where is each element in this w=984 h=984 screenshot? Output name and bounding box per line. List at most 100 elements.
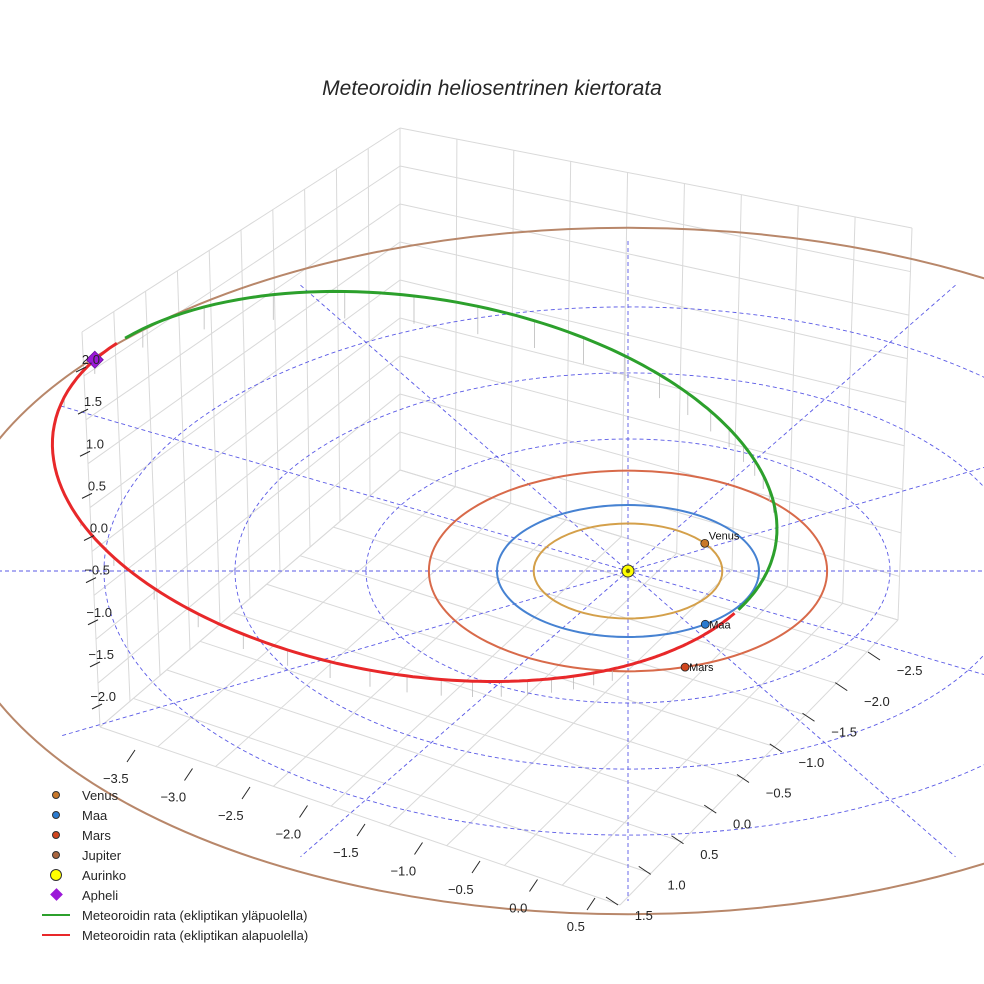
grid-line xyxy=(366,498,868,653)
legend-symbol xyxy=(38,825,74,845)
legend-symbol xyxy=(38,845,74,865)
grid-line xyxy=(91,317,401,552)
grid-line xyxy=(304,189,311,548)
legend-symbol xyxy=(38,785,74,805)
legend-marker xyxy=(52,851,60,859)
y-axis-tick xyxy=(638,865,652,875)
z-axis-tick-label: 1.0 xyxy=(86,436,104,451)
z-axis-tick xyxy=(91,703,103,710)
y-axis-tick-label: −2.0 xyxy=(864,694,890,709)
grid-line xyxy=(240,229,251,599)
grid-line xyxy=(89,279,401,508)
legend-item: Apheli xyxy=(38,885,358,905)
y-axis-tick xyxy=(605,896,619,906)
planet-maa xyxy=(700,619,710,629)
x-axis-tick xyxy=(356,823,366,837)
grid-line xyxy=(510,150,515,504)
z-axis-tick-label: −1.5 xyxy=(88,647,114,662)
y-axis-tick xyxy=(802,712,815,722)
y-axis-tick xyxy=(769,743,783,753)
grid-line xyxy=(176,270,191,650)
grid-line xyxy=(388,552,678,827)
planet-mars xyxy=(680,662,690,672)
legend-marker xyxy=(42,914,70,916)
grid-line xyxy=(335,168,341,522)
z-axis-tick xyxy=(77,408,89,415)
legend-label: Meteoroidin rata (ekliptikan yläpuolella… xyxy=(82,907,308,923)
legend-item: Meteoroidin rata (ekliptikan alapuolella… xyxy=(38,925,358,945)
grid-line xyxy=(93,355,401,596)
y-axis-tick-label: 1.5 xyxy=(635,908,653,923)
grid-line xyxy=(266,583,775,748)
legend-label: Maa xyxy=(82,807,108,823)
legend-marker xyxy=(52,791,60,799)
grid-line xyxy=(330,536,622,807)
reference-circle xyxy=(234,372,984,770)
grid-line xyxy=(367,148,371,496)
grid-line xyxy=(399,279,906,403)
legend-label: Venus xyxy=(82,787,119,803)
legend-symbol xyxy=(38,885,74,905)
legend-label: Apheli xyxy=(82,887,119,903)
grid-line xyxy=(446,569,733,847)
grid-line xyxy=(897,227,913,621)
x-axis-tick xyxy=(529,879,538,892)
x-axis-tick xyxy=(126,749,136,763)
y-axis-tick xyxy=(867,651,881,661)
grid-line xyxy=(399,469,899,621)
grid-line xyxy=(842,216,856,604)
x-axis-tick-label: −3.0 xyxy=(160,789,186,804)
legend-item: Aurinko xyxy=(38,865,358,885)
x-axis-tick xyxy=(184,768,193,781)
legend-label: Meteoroidin rata (ekliptikan alapuolella… xyxy=(82,927,309,943)
grid-panes xyxy=(81,127,913,906)
markers: Venus Maa Mars xyxy=(85,350,740,674)
y-axis-tick-label: 1.0 xyxy=(668,878,686,893)
legend-symbol xyxy=(38,905,74,925)
grid-line xyxy=(731,194,742,571)
z-axis-tick-label: 0.5 xyxy=(88,478,106,493)
y-axis-tick-label: −2.5 xyxy=(897,663,923,678)
orbit-mars xyxy=(427,469,829,673)
grid-line xyxy=(504,586,788,866)
legend-item: Jupiter xyxy=(38,845,358,865)
z-axis-tick-label: 0.0 xyxy=(90,521,108,536)
planet-label-maa: Maa xyxy=(709,619,731,631)
grid-line xyxy=(399,203,909,316)
grid-line xyxy=(619,619,899,906)
grid-line xyxy=(786,205,799,587)
x-axis-tick-label: −2.5 xyxy=(218,808,244,823)
grid-line xyxy=(454,139,458,487)
aphelion-marker xyxy=(85,350,104,369)
grid-line xyxy=(399,317,905,447)
planet-label-mars: Mars xyxy=(689,662,714,674)
grid-line xyxy=(85,203,401,421)
planet-orbits xyxy=(0,226,984,916)
meteoroid-path-above xyxy=(124,289,779,611)
grid-line xyxy=(333,526,837,684)
legend-label: Aurinko xyxy=(82,867,127,883)
legend-item: Maa xyxy=(38,805,358,825)
y-axis-tick-label: 0.5 xyxy=(700,847,718,862)
z-axis-tick-label: 2.0 xyxy=(82,352,100,367)
grid-line xyxy=(166,669,682,843)
legend-label: Mars xyxy=(82,827,111,843)
meteoroid-path-below xyxy=(50,342,736,683)
grid-line xyxy=(272,519,567,787)
orbit-jupiter xyxy=(0,226,984,916)
legend-marker xyxy=(50,869,62,881)
grid-line xyxy=(215,502,511,767)
grid-line xyxy=(133,697,652,874)
z-axis-tick-label: −0.5 xyxy=(84,563,110,578)
x-axis-tick xyxy=(241,786,251,800)
y-axis-tick-label: −1.5 xyxy=(831,724,857,739)
z-axis-tick xyxy=(83,535,95,541)
x-axis-tick-label: −2.0 xyxy=(275,826,301,841)
x-axis-tick xyxy=(586,897,596,911)
x-axis-tick xyxy=(471,860,481,874)
grid-line xyxy=(399,127,913,229)
grid-line xyxy=(399,431,900,577)
x-axis-tick-label: 0.5 xyxy=(567,919,585,934)
y-axis-tick xyxy=(671,835,684,845)
